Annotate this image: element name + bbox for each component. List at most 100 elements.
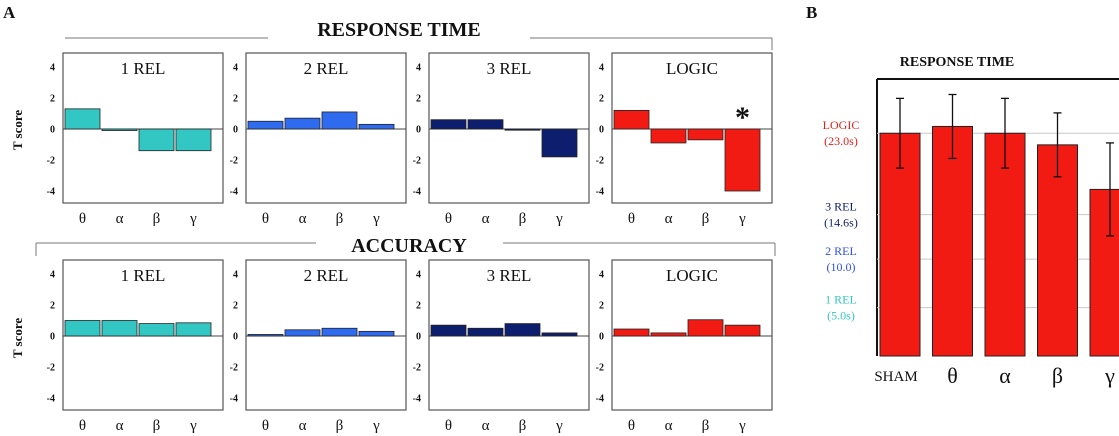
reference-label-line: 3 REL (825, 200, 857, 214)
y-tick-label: 4 (599, 270, 604, 281)
bar-θ (64, 320, 101, 337)
bar-β (504, 323, 541, 337)
section-header-response-time: RESPONSE TIME (65, 19, 773, 50)
y-tick-label: -4 (230, 187, 238, 198)
subchart-title: 1 REL (121, 59, 166, 78)
y-tick-label: 0 (233, 125, 238, 136)
panel-b-x-label: θ (947, 363, 958, 388)
y-tick-label: 2 (50, 94, 55, 105)
y-tick-label: -4 (413, 394, 421, 405)
panel-b-x-label: α (999, 363, 1011, 388)
bar-θ (247, 334, 284, 337)
x-tick-label: β (702, 418, 710, 434)
y-tick-label: 0 (599, 332, 604, 343)
x-tick-label: α (299, 418, 307, 434)
panel-b-x-label: β (1052, 363, 1063, 388)
bar-α (284, 329, 321, 337)
panel-b-letter: B (806, 3, 817, 22)
reference-label: 3 REL (14.6s) (824, 200, 858, 230)
reference-label-line: (14.6s) (824, 216, 858, 230)
reference-label-line: (5.0s) (827, 309, 855, 323)
bar-γ (724, 324, 761, 337)
bar-γ (541, 128, 578, 158)
y-axis-label-response-time: T score (10, 110, 25, 151)
x-tick-label: γ (189, 211, 197, 227)
x-tick-label: θ (628, 418, 635, 434)
reference-label-line: (10.0) (827, 260, 856, 274)
bar-α (467, 119, 504, 130)
subchart-title: LOGIC (666, 266, 718, 285)
bar-α (101, 128, 138, 131)
y-tick-label: -4 (596, 394, 604, 405)
x-tick-label: β (702, 211, 710, 227)
bar-β (321, 111, 358, 130)
x-tick-label: β (153, 418, 161, 434)
x-tick-label: θ (262, 418, 269, 434)
bar-θ (613, 328, 650, 337)
y-tick-label: 0 (50, 125, 55, 136)
x-tick-label: θ (628, 211, 635, 227)
section-title-response-time: RESPONSE TIME (317, 19, 481, 41)
y-tick-label: -4 (413, 187, 421, 198)
bar-θ (613, 110, 650, 130)
subchart-frame (62, 52, 224, 204)
bar-β (504, 128, 541, 131)
reference-label-line: 1 REL (825, 293, 857, 307)
reference-label: 1 REL (5.0s) (825, 293, 857, 323)
y-tick-label: 0 (416, 125, 421, 136)
y-tick-label: 4 (50, 270, 55, 281)
x-tick-label: θ (79, 211, 86, 227)
y-tick-label: -4 (230, 394, 238, 405)
y-tick-label: -2 (413, 156, 421, 167)
y-tick-label: -2 (413, 363, 421, 374)
subchart-A-rt-2rel: 2 REL 4 2 0 -2 -4 θ α β γ (230, 52, 407, 227)
reference-label: 2 REL (10.0) (825, 244, 857, 274)
subchart-title: 2 REL (304, 59, 349, 78)
x-tick-label: γ (372, 211, 380, 227)
bar-θ (247, 120, 284, 130)
y-tick-label: 2 (50, 301, 55, 312)
x-tick-label: β (153, 211, 161, 227)
section-header-accuracy: ACCURACY (35, 235, 776, 257)
y-tick-label: 2 (233, 94, 238, 105)
bar-θ (430, 324, 467, 337)
bar-γ (175, 128, 212, 152)
x-tick-label: θ (79, 418, 86, 434)
bar-α (284, 117, 321, 130)
y-tick-label: 0 (599, 125, 604, 136)
y-tick-label: 2 (233, 301, 238, 312)
bar-γ (541, 332, 578, 337)
subchart-A-acc-1rel: 1 REL 4 2 0 -2 -4 θ α β γ (47, 259, 224, 434)
x-tick-label: α (665, 418, 673, 434)
panel-b-title: RESPONSE TIME (900, 55, 1015, 70)
x-tick-label: β (336, 418, 344, 434)
x-tick-label: θ (445, 211, 452, 227)
panel-b-x-label: γ (1104, 363, 1115, 388)
y-tick-label: -4 (596, 187, 604, 198)
y-tick-label: 4 (599, 63, 604, 74)
y-tick-label: -4 (47, 394, 55, 405)
subchart-A-acc-logic: LOGIC 4 2 0 -2 -4 θ α β γ (596, 259, 773, 434)
x-tick-label: α (482, 211, 490, 227)
y-tick-label: 0 (50, 332, 55, 343)
subchart-A-rt-logic: LOGIC 4 2 0 -2 -4 θ α β γ * (596, 52, 773, 227)
x-tick-label: γ (738, 211, 746, 227)
subchart-title: 3 REL (487, 266, 532, 285)
x-tick-label: β (519, 418, 527, 434)
subchart-A-acc-3rel: 3 REL 4 2 0 -2 -4 θ α β γ (413, 259, 590, 434)
panel-b-bar-γ (1089, 188, 1119, 357)
x-tick-label: γ (555, 418, 563, 434)
subchart-A-rt-3rel: 3 REL 4 2 0 -2 -4 θ α β γ (413, 52, 590, 227)
reference-label: LOGIC (23.0s) (823, 118, 860, 148)
panel-b-chart: LOGIC (23.0s) 3 REL (14.6s) 2 REL (10.0) 1 REL… (823, 78, 1119, 388)
y-tick-label: 4 (233, 63, 238, 74)
panel-b-bar-SHAM (879, 132, 921, 357)
y-tick-label: -2 (230, 363, 238, 374)
y-axis-label-accuracy: T score (10, 318, 25, 359)
bar-θ (64, 108, 101, 130)
panel-b-x-label: SHAM (874, 369, 917, 385)
y-tick-label: -2 (47, 363, 55, 374)
reference-label-line: 2 REL (825, 244, 857, 258)
y-tick-label: 2 (599, 94, 604, 105)
